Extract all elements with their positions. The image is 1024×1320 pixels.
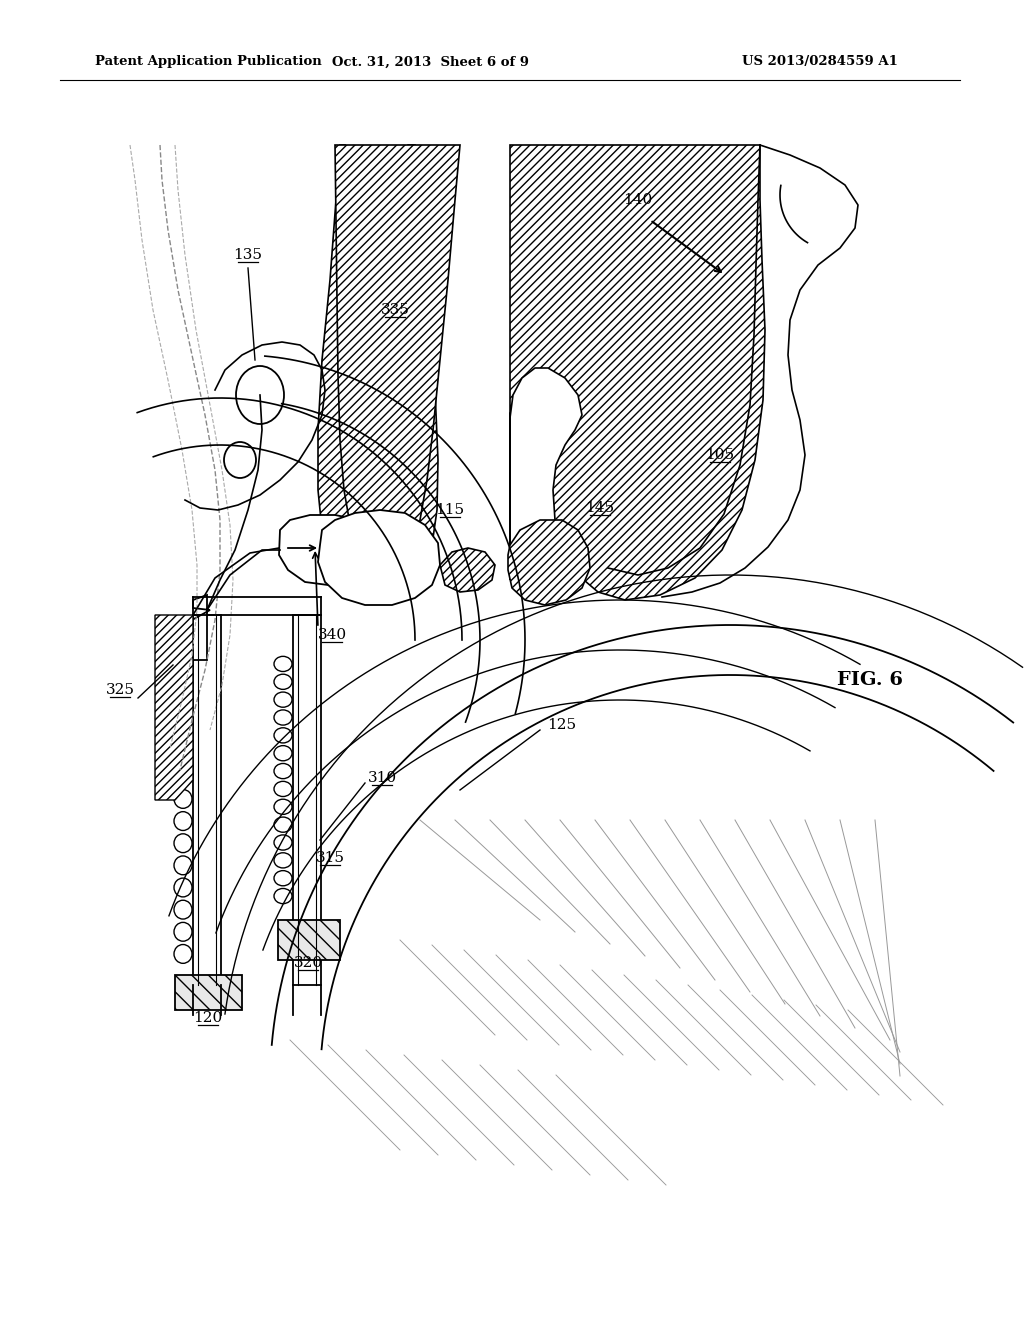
Polygon shape [278,920,340,960]
Text: 140: 140 [624,193,652,207]
Text: FIG. 6: FIG. 6 [837,671,903,689]
Polygon shape [318,510,440,605]
Text: 335: 335 [381,304,410,317]
Text: 105: 105 [706,447,734,462]
Text: 340: 340 [317,628,346,642]
Polygon shape [175,595,210,660]
Text: 120: 120 [194,1011,222,1026]
Polygon shape [193,615,221,985]
Polygon shape [293,615,321,985]
Text: 310: 310 [368,771,396,785]
Polygon shape [175,975,242,1010]
Text: Patent Application Publication: Patent Application Publication [95,55,322,69]
Text: Oct. 31, 2013  Sheet 6 of 9: Oct. 31, 2013 Sheet 6 of 9 [332,55,528,69]
Text: 325: 325 [105,682,134,697]
Polygon shape [279,515,378,585]
Text: 125: 125 [548,718,577,733]
Polygon shape [510,145,765,601]
Polygon shape [440,548,495,591]
Text: 315: 315 [315,851,344,865]
Text: US 2013/0284559 A1: US 2013/0284559 A1 [742,55,898,69]
Polygon shape [155,615,193,800]
Polygon shape [380,145,438,579]
Text: 145: 145 [586,502,614,515]
Text: 135: 135 [233,248,262,261]
Polygon shape [318,145,382,579]
Text: 115: 115 [435,503,465,517]
Polygon shape [335,145,460,582]
Polygon shape [508,520,590,605]
Text: 320: 320 [294,956,323,970]
Polygon shape [160,620,193,660]
